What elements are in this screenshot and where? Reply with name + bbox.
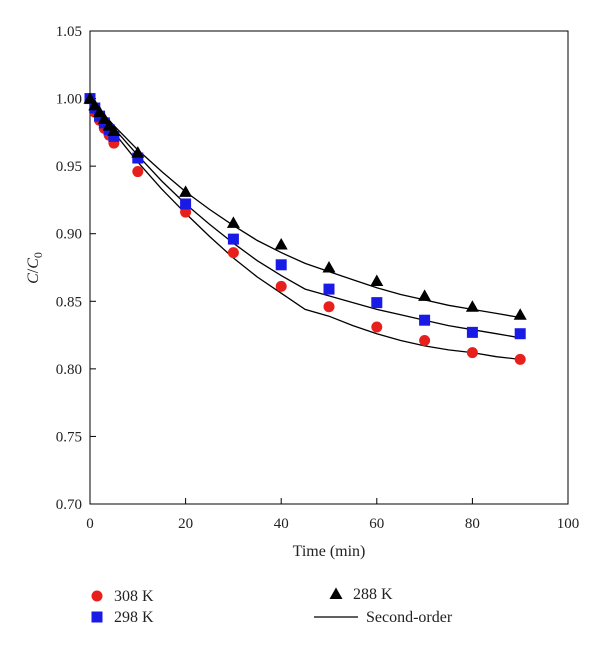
legend-item: Second-order — [314, 609, 453, 626]
y-axis-title-denom: C — [25, 258, 42, 269]
data-point-triangle — [179, 185, 193, 197]
data-point-triangle — [88, 98, 102, 111]
legend-item: 288 K — [329, 586, 393, 603]
data-point-square — [132, 152, 144, 164]
legend-item: 308 K — [91, 588, 154, 605]
data-point-triangle — [83, 92, 97, 104]
legend-item: 298 K — [91, 609, 154, 626]
axis-ticks: 0 20 40 60 80 100 0.70 0.75 0.80 0.85 0.90 0.95 1.00… — [56, 24, 580, 532]
legend-marker — [91, 611, 103, 623]
data-point-square — [108, 130, 120, 142]
legend: 308 K 298 K 288 K Second-order — [91, 586, 453, 626]
data-point-square — [419, 314, 431, 326]
legend-label: 308 K — [114, 588, 154, 605]
data-point-triangle — [370, 274, 384, 287]
data-point-triangle — [322, 261, 336, 273]
y-tick-label: 0.80 — [56, 362, 82, 378]
y-tick-label: 0.85 — [56, 294, 82, 310]
data-point-square — [371, 297, 383, 309]
data-point-triangle — [513, 308, 527, 320]
legend-marker — [329, 587, 343, 599]
data-point-circle — [419, 334, 431, 346]
y-tick-label: 0.95 — [56, 159, 82, 175]
y-tick-label: 1.00 — [56, 92, 82, 108]
data-point-circle — [466, 347, 478, 359]
data-point-square — [323, 283, 335, 295]
x-axis-title: Time (min) — [293, 543, 366, 560]
data-point-circle — [132, 166, 144, 178]
legend-marker — [91, 590, 103, 602]
legend-label: 288 K — [353, 586, 393, 603]
y-tick-label: 0.90 — [56, 227, 82, 243]
y-axis-title-sep: / — [25, 268, 42, 273]
data-point-square — [227, 233, 239, 245]
plot-frame — [89, 30, 569, 505]
data-point-triangle — [465, 300, 479, 312]
x-tick-label: 0 — [86, 516, 94, 532]
data-point-triangle — [107, 124, 121, 137]
data-point-square — [466, 326, 478, 338]
x-tick-label: 60 — [369, 516, 384, 532]
data-point-triangle — [131, 146, 145, 158]
data-points — [83, 92, 527, 365]
x-tick-label: 80 — [465, 516, 480, 532]
data-point-circle — [323, 301, 335, 313]
data-point-square — [514, 328, 526, 340]
data-point-circle — [275, 280, 287, 292]
fit-line — [89, 98, 521, 319]
fit-line — [89, 98, 521, 361]
data-point-circle — [514, 353, 526, 365]
data-point-square — [180, 198, 192, 210]
legend-label: Second-order — [366, 609, 453, 626]
fit-lines — [89, 98, 521, 361]
data-point-circle — [227, 247, 239, 259]
x-tick-label: 20 — [178, 516, 193, 532]
data-point-triangle — [226, 216, 240, 228]
y-tick-label: 0.70 — [56, 497, 82, 513]
x-tick-label: 40 — [274, 516, 289, 532]
data-point-triangle — [418, 289, 432, 301]
y-tick-label: 1.05 — [56, 24, 82, 40]
legend-label: 298 K — [114, 609, 154, 626]
y-tick-label: 0.75 — [56, 429, 82, 445]
x-tick-label: 100 — [557, 516, 580, 532]
data-point-circle — [371, 321, 383, 333]
data-point-triangle — [97, 112, 111, 124]
y-axis-title-main: C — [25, 273, 42, 284]
y-axis-title: C/C0 — [25, 252, 45, 284]
fit-line — [89, 98, 521, 339]
data-point-triangle — [93, 105, 107, 118]
y-axis-title-sub: 0 — [31, 252, 45, 258]
data-point-triangle — [274, 238, 288, 250]
data-point-square — [275, 259, 287, 271]
